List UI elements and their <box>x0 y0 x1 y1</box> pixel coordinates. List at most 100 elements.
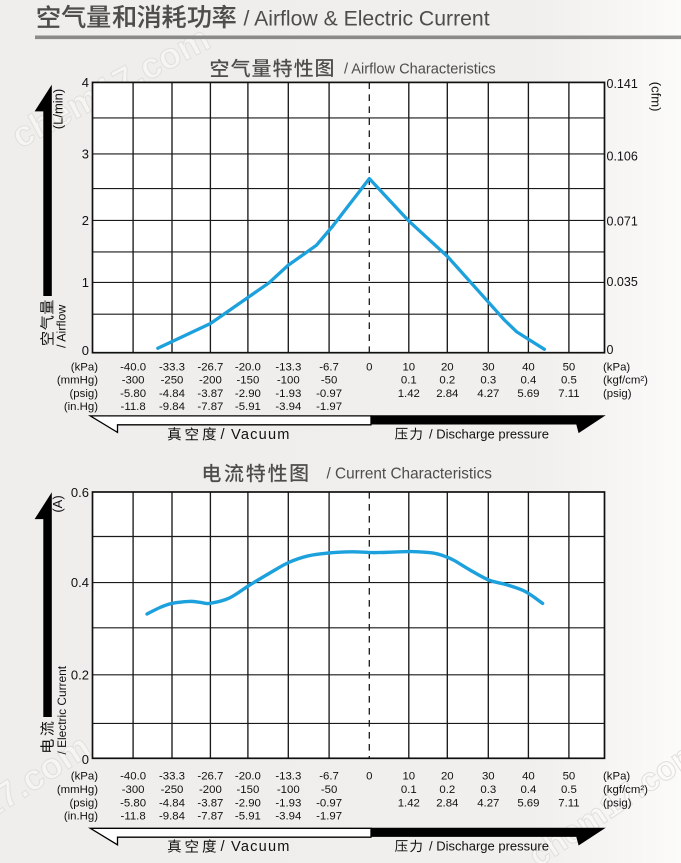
svg-text:0.3: 0.3 <box>480 375 496 387</box>
svg-text:10: 10 <box>402 361 415 373</box>
svg-text:(mmHg): (mmHg) <box>57 375 98 387</box>
svg-text:-3.94: -3.94 <box>275 811 301 823</box>
svg-text:-300: -300 <box>122 784 145 796</box>
svg-text:7.11: 7.11 <box>558 388 579 400</box>
svg-text:-4.84: -4.84 <box>159 798 185 810</box>
svg-text:7.11: 7.11 <box>558 798 579 810</box>
svg-text:-2.90: -2.90 <box>235 798 261 810</box>
svg-text:/ Airflow: / Airflow <box>54 305 68 348</box>
svg-text:-26.7: -26.7 <box>197 361 223 373</box>
svg-text:-5.91: -5.91 <box>235 811 261 823</box>
svg-text:2.84: 2.84 <box>436 798 458 810</box>
svg-text:0.106: 0.106 <box>607 149 638 163</box>
svg-text:0.035: 0.035 <box>607 275 638 289</box>
svg-text:/ Discharge pressure: / Discharge pressure <box>429 427 549 442</box>
svg-text:-1.93: -1.93 <box>275 798 301 810</box>
svg-text:-0.97: -0.97 <box>316 798 342 810</box>
svg-text:20: 20 <box>441 771 454 783</box>
svg-text:-1.93: -1.93 <box>275 388 301 400</box>
svg-text:-100: -100 <box>277 375 300 387</box>
svg-text:/ Airflow & Electric Current: / Airflow & Electric Current <box>244 8 490 31</box>
svg-text:-40.0: -40.0 <box>120 361 146 373</box>
svg-text:50: 50 <box>563 361 576 373</box>
svg-text:-4.84: -4.84 <box>159 388 185 400</box>
svg-text:(in.Hg): (in.Hg) <box>64 401 98 413</box>
svg-text:5.69: 5.69 <box>517 798 539 810</box>
svg-text:/ Electric Current: / Electric Current <box>55 665 69 754</box>
svg-text:5.69: 5.69 <box>517 388 539 400</box>
svg-text:0: 0 <box>607 343 614 357</box>
svg-text:30: 30 <box>482 771 495 783</box>
svg-text:-26.7: -26.7 <box>197 771 223 783</box>
svg-text:30: 30 <box>482 361 495 373</box>
svg-text:0.1: 0.1 <box>401 375 417 387</box>
svg-text:1.42: 1.42 <box>398 798 420 810</box>
svg-text:0: 0 <box>82 752 89 767</box>
svg-text:0.2: 0.2 <box>439 375 455 387</box>
svg-text:10: 10 <box>402 771 415 783</box>
svg-text:0.4: 0.4 <box>520 375 536 387</box>
svg-text:-250: -250 <box>161 375 184 387</box>
svg-text:-20.0: -20.0 <box>235 361 261 373</box>
svg-text:-1.97: -1.97 <box>316 811 342 823</box>
svg-text:-6.7: -6.7 <box>319 361 339 373</box>
svg-text:0.4: 0.4 <box>71 575 89 590</box>
svg-text:0: 0 <box>366 771 372 783</box>
svg-text:(A): (A) <box>50 495 65 512</box>
svg-text:(psig): (psig) <box>603 798 632 810</box>
svg-text:0.2: 0.2 <box>71 667 89 682</box>
svg-text:(in.Hg): (in.Hg) <box>64 811 98 823</box>
svg-text:-1.97: -1.97 <box>316 401 342 413</box>
svg-text:(kPa): (kPa) <box>71 361 98 373</box>
svg-text:-6.7: -6.7 <box>319 771 339 783</box>
svg-text:-3.87: -3.87 <box>197 388 223 400</box>
svg-text:(kgf/cm²): (kgf/cm²) <box>603 784 648 796</box>
svg-text:(mmHg): (mmHg) <box>57 784 98 796</box>
svg-text:0.141: 0.141 <box>607 77 638 91</box>
svg-text:0: 0 <box>82 343 89 358</box>
svg-text:(kgf/cm²): (kgf/cm²) <box>603 375 648 387</box>
svg-text:(psig): (psig) <box>70 388 99 400</box>
svg-text:-13.3: -13.3 <box>275 361 301 373</box>
svg-text:-40.0: -40.0 <box>120 771 146 783</box>
svg-text:0.071: 0.071 <box>607 214 638 228</box>
svg-text:/ Vacuum: / Vacuum <box>221 839 291 855</box>
svg-text:0.3: 0.3 <box>480 784 496 796</box>
svg-text:(kPa): (kPa) <box>603 361 630 373</box>
svg-text:4.27: 4.27 <box>477 388 499 400</box>
svg-text:0.1: 0.1 <box>401 784 417 796</box>
svg-text:-20.0: -20.0 <box>235 771 261 783</box>
svg-text:-100: -100 <box>277 784 300 796</box>
svg-text:(psig): (psig) <box>70 798 99 810</box>
svg-text:-250: -250 <box>161 784 184 796</box>
svg-text:50: 50 <box>563 771 576 783</box>
svg-text:0.5: 0.5 <box>561 375 577 387</box>
svg-text:2.84: 2.84 <box>436 388 458 400</box>
svg-text:-11.8: -11.8 <box>121 401 146 413</box>
svg-text:-0.97: -0.97 <box>316 388 342 400</box>
svg-text:4: 4 <box>82 75 89 90</box>
svg-text:-33.3: -33.3 <box>159 361 185 373</box>
svg-text:-5.91: -5.91 <box>235 401 261 413</box>
svg-text:0.5: 0.5 <box>561 784 577 796</box>
svg-text:-50: -50 <box>321 784 337 796</box>
svg-text:-5.80: -5.80 <box>120 388 146 400</box>
svg-text:-9.84: -9.84 <box>159 401 185 413</box>
svg-text:40: 40 <box>522 361 535 373</box>
svg-text:40: 40 <box>522 771 535 783</box>
svg-text:-3.87: -3.87 <box>197 798 223 810</box>
svg-text:3: 3 <box>82 147 89 162</box>
svg-text:-2.90: -2.90 <box>235 388 261 400</box>
svg-text:0.4: 0.4 <box>520 784 536 796</box>
svg-text:-7.87: -7.87 <box>197 811 223 823</box>
svg-text:/ Current Characteristics: / Current Characteristics <box>327 466 493 483</box>
svg-text:/ Vacuum: / Vacuum <box>221 427 291 443</box>
svg-text:/ Airflow Characteristics: / Airflow Characteristics <box>344 62 496 78</box>
svg-text:-50: -50 <box>321 375 337 387</box>
svg-text:(kPa): (kPa) <box>603 771 630 783</box>
svg-text:-9.84: -9.84 <box>159 811 185 823</box>
svg-text:-11.8: -11.8 <box>121 811 146 823</box>
svg-text:-7.87: -7.87 <box>197 401 223 413</box>
svg-text:(kPa): (kPa) <box>71 771 98 783</box>
svg-text:-150: -150 <box>236 375 259 387</box>
